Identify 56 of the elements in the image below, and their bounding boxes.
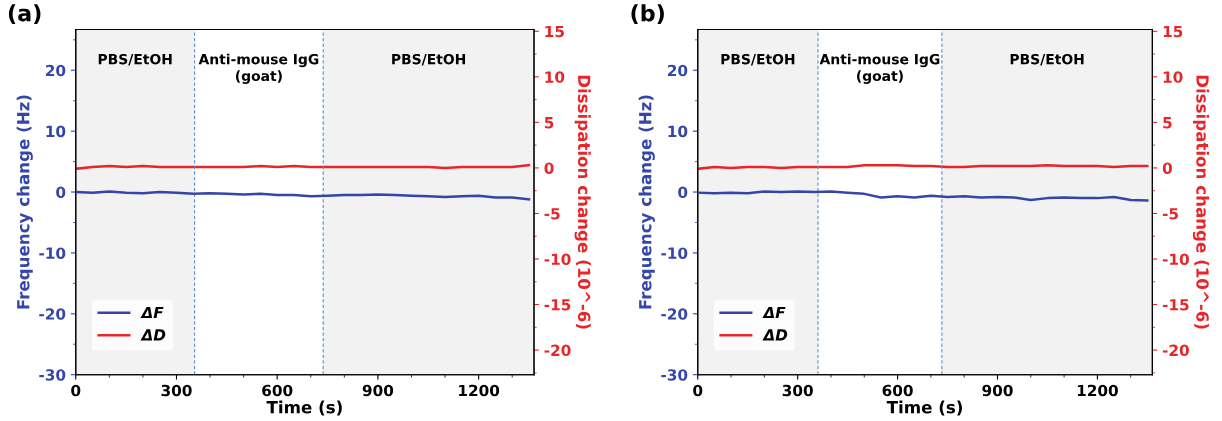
y-tick-label: -30 bbox=[39, 369, 66, 381]
x-tick-label: 300 bbox=[161, 384, 192, 397]
x-tick-label: 600 bbox=[262, 384, 293, 397]
y2-tick-label: 15 bbox=[545, 25, 564, 38]
y-tick-label: 20 bbox=[667, 64, 688, 77]
legend-label: ΔF bbox=[140, 306, 164, 319]
band-label: PBS/EtOH bbox=[98, 53, 172, 66]
x-tick-label: 900 bbox=[362, 384, 394, 397]
x-axis-title: Time (s) bbox=[886, 400, 962, 416]
y2-tick-label: -20 bbox=[544, 344, 571, 357]
chart-title: (b) bbox=[631, 4, 664, 25]
y2-tick-label: 10 bbox=[1163, 71, 1183, 83]
y-axis-title: Frequency change (Hz) bbox=[638, 95, 655, 309]
annotation: Anti-mouse IgG (goat) bbox=[819, 53, 940, 84]
x-tick-label: 0 bbox=[71, 384, 81, 397]
y2-tick-label: -20 bbox=[1162, 344, 1189, 357]
y2-tick-label: -15 bbox=[544, 299, 571, 311]
y-tick-label: -10 bbox=[661, 247, 688, 259]
annotation: Anti-mouse IgG (goat) bbox=[198, 53, 319, 84]
y2-tick-label: -15 bbox=[1162, 299, 1189, 311]
y-tick-label: 0 bbox=[56, 186, 66, 199]
x-tick-label: 900 bbox=[982, 384, 1013, 397]
y2-tick-label: 0 bbox=[1162, 162, 1172, 174]
legend-label: ΔF bbox=[762, 306, 786, 319]
band-label: PBS/EtOH bbox=[1010, 53, 1084, 66]
x-axis-title: Time (s) bbox=[266, 400, 342, 416]
y2-tick-label: 5 bbox=[1163, 117, 1172, 129]
y-tick-label: 10 bbox=[668, 125, 688, 138]
x-tick-label: 0 bbox=[693, 384, 703, 397]
y2-tick-label: 10 bbox=[545, 71, 565, 83]
y-tick-label: 20 bbox=[45, 64, 66, 77]
y-tick-label: 0 bbox=[678, 186, 688, 199]
x-tick-label: 300 bbox=[782, 384, 813, 397]
x-tick-label: 1200 bbox=[459, 384, 500, 397]
legend-label: ΔD bbox=[762, 329, 788, 341]
x-tick-label: 600 bbox=[882, 384, 913, 397]
y2-axis-title: Dissipation change (10^-6) bbox=[574, 75, 591, 329]
y2-tick-label: -10 bbox=[544, 253, 571, 266]
y2-tick-label: -10 bbox=[1162, 253, 1189, 266]
chart-title: (a) bbox=[8, 4, 41, 25]
y2-axis-title: Dissipation change (10^-6) bbox=[1192, 75, 1210, 329]
y2-tick-label: -5 bbox=[1162, 208, 1178, 220]
y2-tick-label: 15 bbox=[1163, 25, 1183, 38]
y-tick-label: -20 bbox=[39, 308, 66, 320]
y-tick-label: -20 bbox=[661, 308, 688, 320]
y-axis-title: Frequency change (Hz) bbox=[16, 95, 33, 309]
y-tick-label: -30 bbox=[661, 369, 688, 381]
y2-tick-label: 0 bbox=[544, 162, 554, 174]
band-label: PBS/EtOH bbox=[392, 53, 466, 66]
legend-label: ΔD bbox=[140, 329, 166, 341]
y2-tick-label: 5 bbox=[544, 117, 554, 129]
y-tick-label: 10 bbox=[46, 125, 66, 138]
x-tick-label: 1200 bbox=[1077, 384, 1118, 397]
y2-tick-label: -5 bbox=[544, 208, 560, 220]
y-tick-label: -10 bbox=[39, 247, 66, 259]
band-label: PBS/EtOH bbox=[721, 53, 795, 66]
